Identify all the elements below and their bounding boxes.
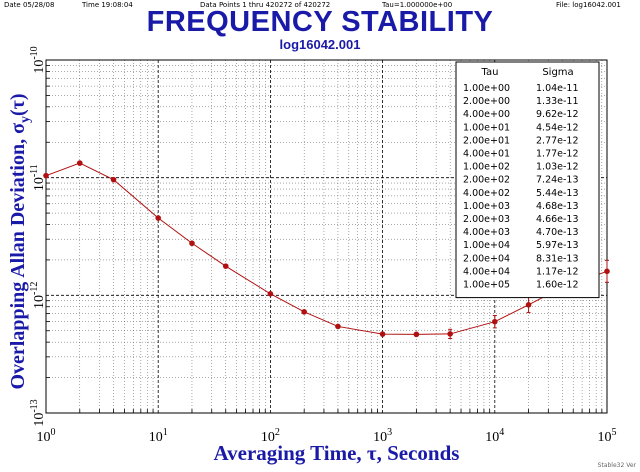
table-cell-sigma: 4.68e-13 (536, 201, 579, 212)
header-time: Time 19:08:04 (82, 1, 133, 9)
x-tick-label: 102 (261, 427, 280, 445)
header-date: Date 05/28/08 (4, 1, 55, 9)
data-point (335, 323, 341, 330)
table-cell-tau: 4.00e+03 (463, 227, 510, 238)
table-cell-sigma: 2.77e-12 (536, 135, 579, 146)
table-cell-sigma: 4.66e-13 (536, 214, 579, 225)
table-cell-tau: 4.00e+02 (463, 188, 510, 199)
header-data-points: Data Points 1 thru 420272 of 420272 (200, 1, 331, 9)
data-point (447, 331, 453, 337)
table-cell-tau: 1.00e+00 (463, 83, 510, 94)
table-cell-tau: 4.00e+01 (463, 149, 510, 160)
data-points (43, 160, 610, 338)
table-cell-sigma: 1.03e-12 (536, 162, 579, 173)
table-cell-tau: 2.00e+03 (463, 214, 510, 225)
series-line (45, 162, 608, 335)
table-cell-tau: 1.00e+01 (463, 122, 510, 133)
table-cell-sigma: 5.44e-13 (536, 188, 579, 199)
table-cell-sigma: 5.97e-13 (536, 240, 579, 251)
minor-gridlines (46, 60, 607, 413)
table-cell-tau: 2.00e+00 (463, 96, 510, 107)
table-header-sigma: Sigma (542, 67, 573, 78)
x-tick-label: 105 (598, 427, 617, 445)
y-axis-label: Overlapping Allan Deviation, σy(τ) (7, 93, 33, 389)
table-cell-sigma: 7.24e-13 (536, 175, 579, 186)
chart-subtitle: log16042.001 (279, 37, 361, 52)
table-cell-tau: 1.00e+05 (463, 280, 510, 291)
x-tick-label: 101 (149, 427, 168, 445)
data-point (301, 309, 307, 315)
data-point (189, 240, 195, 247)
table-cell-sigma: 8.31e-13 (536, 253, 579, 264)
data-point (379, 331, 386, 337)
data-point (525, 301, 532, 308)
header-file: File: log16042.001 (556, 1, 621, 9)
table-cell-tau: 1.00e+02 (463, 162, 510, 173)
chart-title: FREQUENCY STABILITY (146, 6, 494, 38)
data-point (222, 263, 229, 269)
data-point (76, 160, 83, 166)
x-tick-label: 103 (373, 427, 392, 445)
table-cell-sigma: 1.77e-12 (536, 149, 579, 160)
table-cell-sigma: 1.33e-11 (536, 96, 579, 107)
table-cell-sigma: 1.60e-12 (536, 280, 579, 291)
header-tau: Tau=1.000000e+00 (382, 1, 453, 9)
x-axis-label: Averaging Time, τ, Seconds (214, 441, 460, 465)
data-table-box (455, 61, 600, 299)
table-cell-sigma: 1.17e-12 (536, 266, 579, 277)
table-cell-tau: 1.00e+03 (463, 201, 510, 212)
table-cell-tau: 4.00e+00 (463, 109, 510, 120)
x-tick-labels: 100 101 102 103 104 105 (37, 427, 617, 445)
plot-frame (45, 59, 608, 414)
table-cell-tau: 1.00e+04 (463, 240, 510, 251)
table-cell-sigma: 4.70e-13 (536, 227, 579, 238)
software-watermark: Stable32 Ver (597, 462, 636, 469)
y-tick-label: 10-10 (29, 46, 47, 73)
table-cell-sigma: 4.54e-12 (536, 122, 579, 133)
table-cell-tau: 2.00e+01 (463, 135, 510, 146)
data-point (604, 268, 610, 275)
data-point (413, 331, 420, 338)
table-cell-tau: 2.00e+04 (463, 253, 510, 264)
data-point (43, 172, 49, 179)
y-tick-label: 10-13 (29, 399, 47, 426)
y-tick-labels: 10-13 10-12 10-11 10-10 (29, 46, 47, 426)
table-header-tau: Tau (481, 67, 499, 78)
table-cell-sigma: 9.62e-12 (536, 109, 579, 120)
data-point (110, 176, 117, 183)
y-tick-label: 10-11 (29, 164, 47, 191)
table-cell-sigma: 1.04e-11 (536, 83, 579, 94)
x-tick-label: 100 (37, 427, 56, 445)
data-point (267, 291, 274, 297)
y-tick-label: 10-12 (29, 282, 47, 309)
data-point (492, 318, 498, 325)
x-tick-label: 104 (485, 427, 504, 445)
data-point (155, 215, 161, 221)
table-cell-tau: 4.00e+04 (463, 266, 510, 277)
table-cell-tau: 2.00e+02 (463, 175, 510, 186)
data-table: Tau Sigma 1.00e+00 1.04e-11 2.00e+00 1.33e-11… (455, 61, 600, 299)
axis-ticks (46, 64, 603, 413)
